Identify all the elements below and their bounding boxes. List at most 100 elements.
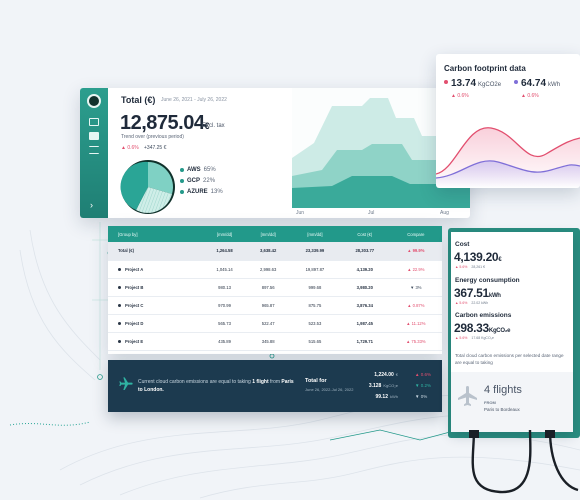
- table-row[interactable]: Project A 1,045.14 2,998.63 19,897.87 4,…: [108, 260, 442, 279]
- col-header-compare[interactable]: Compare: [389, 226, 442, 242]
- stat-co2-value: 3.128 KgCO₂e: [368, 383, 398, 389]
- emissions-sub: ▲ 5.6% 17.68 KgCO₂e: [455, 336, 494, 340]
- x-tick-jul: Jul: [368, 210, 375, 216]
- col-header-cost[interactable]: Cost (€): [339, 226, 390, 242]
- total-amount: 12,875.04€: [120, 112, 209, 134]
- cell-value: 980.13: [202, 278, 247, 297]
- cell-value: 565.73: [202, 314, 247, 333]
- airplane-icon: [119, 377, 133, 390]
- row-name: Project B: [108, 278, 203, 297]
- cell-value: 345.88: [246, 332, 290, 351]
- cell-value: 965.87: [246, 296, 290, 315]
- legend-item-aws: AWS 65%: [180, 167, 223, 173]
- emissions-summary-bar: Current cloud carbon emissions are equal…: [108, 360, 442, 412]
- emissions-label: Carbon emissions: [455, 312, 512, 319]
- cell-cost: 3,980.20: [339, 278, 390, 297]
- x-tick-jun: Jun: [296, 210, 305, 216]
- table-row-total[interactable]: Total (€) 1,264.58 3,638.42 23,339.99 28…: [108, 242, 442, 261]
- emissions-equivalence-text: Current cloud carbon emissions are equal…: [138, 379, 294, 393]
- project-summary-card: Cost 4,139.20€ ▲ 5.6% 28,261 € Energy con…: [451, 232, 573, 432]
- projects-table-card: [Group by] [mm/dd] [mm/dd] [mm/dd] Cost …: [108, 226, 442, 354]
- cell-value: 875.75: [289, 296, 340, 315]
- folder-icon[interactable]: [89, 132, 99, 140]
- cell-compare: ▲ 22.9%: [389, 260, 442, 279]
- cell-compare: ▲ 0.87%: [389, 296, 442, 315]
- legend-item-gcp: GCP 22%: [180, 178, 223, 184]
- dashboard-icon[interactable]: [89, 118, 99, 126]
- cell-cost: 1,987.45: [339, 314, 390, 333]
- projects-table: [Group by] [mm/dd] [mm/dd] [mm/dd] Cost …: [108, 226, 442, 351]
- co2-delta: ▲ 0.6%: [451, 93, 469, 99]
- cell-compare: ▲ 99.9%: [389, 242, 442, 261]
- cell-value: 522.47: [246, 314, 290, 333]
- row-name: Project A: [108, 260, 203, 279]
- sidebar: ›: [80, 88, 108, 218]
- trend-absolute: +347.25 €: [144, 145, 167, 151]
- trend-label: Trend over (previous period): [121, 134, 184, 140]
- bullet-icon: [118, 339, 121, 343]
- row-name: Project C: [108, 296, 203, 315]
- cost-label: Cost: [455, 241, 470, 248]
- legend-label: GCP: [187, 178, 201, 184]
- cost-overview-card: › Total (€) June 26, 2021 - July 26, 202…: [80, 88, 470, 218]
- cost-sub: ▲ 5.6% 28,261 €: [455, 265, 486, 269]
- cell-value: 3,638.42: [246, 242, 290, 261]
- cell-compare: ▼ 3%: [389, 278, 442, 297]
- total-for-range: June 26, 2022-Jul 26, 2022: [305, 387, 354, 392]
- col-header-date-1[interactable]: [mm/dd]: [202, 226, 247, 242]
- tax-note: Excl. tax: [202, 123, 225, 129]
- col-header-date-2[interactable]: [mm/dd]: [246, 226, 290, 242]
- row-name: Project E: [108, 332, 203, 351]
- co2-dot-icon: [444, 80, 448, 84]
- trend-percent: ▲ 0.6%: [121, 145, 139, 151]
- stat-cost-delta: ▲ 0.6%: [415, 372, 431, 377]
- row-name: Total (€): [108, 242, 203, 261]
- table-row[interactable]: Project C 970.99 965.87 875.75 3,876.34 …: [108, 296, 442, 315]
- carbon-title: Carbon footprint data: [444, 64, 526, 73]
- stat-energy-value: 99.12 kWh: [375, 394, 398, 400]
- stat-co2-delta: ▼ 0.2%: [415, 383, 431, 388]
- cell-value: 2,998.63: [246, 260, 290, 279]
- bullet-icon: [118, 321, 121, 325]
- energy-value: 64.74 kWh: [514, 78, 560, 89]
- table-row[interactable]: Project D 565.73 522.47 523.53 1,987.45 …: [108, 314, 442, 333]
- row-name: Project D: [108, 314, 203, 333]
- cell-value: 515.65: [289, 332, 340, 351]
- col-header-group[interactable]: [Group by]: [108, 226, 203, 242]
- provider-legend: AWS 65% GCP 22% AZURE 13%: [180, 167, 223, 200]
- logo: [87, 94, 101, 108]
- bullet-icon: [118, 285, 121, 289]
- airplane-icon: [458, 386, 477, 406]
- cell-cost: 4,139.20: [339, 260, 390, 279]
- cell-cost: 28,303.77: [339, 242, 390, 261]
- cable-decoration: [469, 430, 579, 494]
- cell-value: 435.89: [202, 332, 247, 351]
- col-header-date-3[interactable]: [mm/dd]: [289, 226, 340, 242]
- expand-chevron-icon[interactable]: ›: [90, 200, 93, 210]
- energy-value: 367.51kWh: [454, 286, 501, 300]
- list-icon[interactable]: [89, 146, 99, 154]
- table-row[interactable]: Project E 435.89 345.88 515.65 1,729.71 …: [108, 332, 442, 351]
- bullet-icon: [118, 267, 121, 271]
- carbon-line-chart: [436, 127, 580, 188]
- cell-value: 999.68: [289, 278, 340, 297]
- carbon-footprint-card: Carbon footprint data 13.74 KgCO2e ▲ 0.6%…: [436, 54, 580, 188]
- cell-value: 523.53: [289, 314, 340, 333]
- energy-delta: ▲ 0.6%: [521, 93, 539, 99]
- cell-value: 19,897.87: [289, 260, 340, 279]
- flight-count: 4 flights: [484, 384, 522, 396]
- date-range[interactable]: June 26, 2021 - July 26, 2022: [161, 97, 227, 103]
- cell-cost: 1,729.71: [339, 332, 390, 351]
- energy-sub: ▲ 5.6% 22.02 kWh: [455, 301, 489, 305]
- legend-percent: 13%: [210, 189, 223, 195]
- bullet-icon: [118, 303, 121, 307]
- provider-pie-chart: [120, 160, 175, 214]
- cell-value: 23,339.99: [289, 242, 340, 261]
- legend-label: AWS: [187, 167, 201, 173]
- table-row[interactable]: Project B 980.13 897.56 999.68 3,980.20 …: [108, 278, 442, 297]
- cell-value: 970.99: [202, 296, 247, 315]
- legend-percent: 65%: [203, 167, 216, 173]
- x-tick-aug: Aug: [440, 210, 449, 216]
- cell-value: 897.56: [246, 278, 290, 297]
